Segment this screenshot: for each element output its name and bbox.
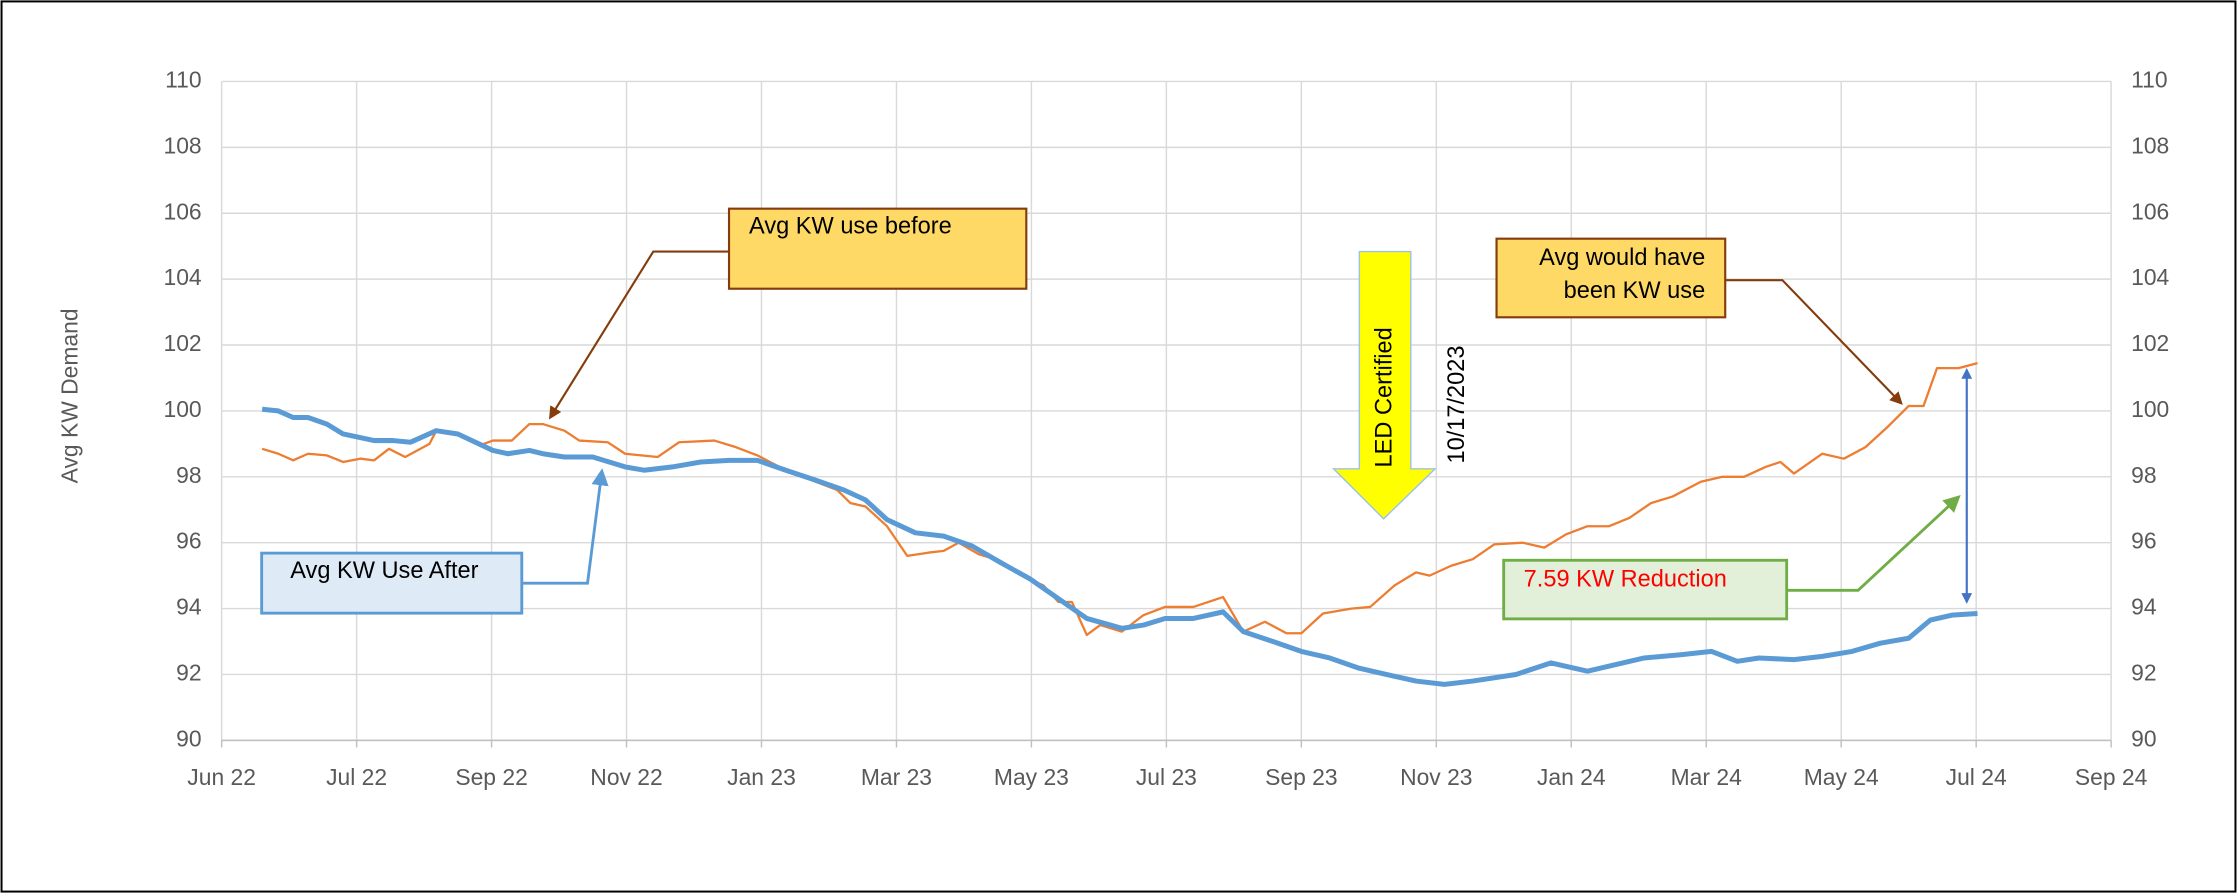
annotations: Avg KW use before Avg would have been KW… [260, 207, 1973, 621]
x-tick-label: Sep 22 [455, 764, 527, 790]
x-tick-label: Mar 23 [861, 764, 932, 790]
y2-tick-label: 104 [2131, 264, 2169, 290]
callout-line [1725, 279, 1903, 405]
y-tick-label: 104 [163, 264, 201, 290]
y-tick-label: 90 [176, 725, 201, 751]
y-tick-label: 102 [163, 330, 201, 356]
callout-text: been KW use [1564, 277, 1706, 303]
x-tick-label: Nov 22 [590, 764, 662, 790]
callout-box [260, 551, 524, 615]
y2-tick-label: 106 [2131, 198, 2169, 224]
y2-tick-label: 96 [2131, 528, 2156, 554]
callout-text: Avg would have [1539, 244, 1705, 270]
x-tick-label: Nov 23 [1400, 764, 1472, 790]
y2-tick-label: 108 [2131, 132, 2169, 158]
y2-tick-label: 92 [2131, 659, 2156, 685]
x-tick-label: Mar 24 [1671, 764, 1742, 790]
event-label: LED Certified [1370, 327, 1396, 467]
series-line [261, 362, 1978, 637]
y2-tick-label: 110 [2131, 66, 2167, 92]
y-tick-label: 110 [165, 66, 201, 92]
event-arrow [1331, 250, 1437, 520]
x-tick-label: May 23 [994, 764, 1069, 790]
y-tick-label: 100 [163, 396, 201, 422]
x-tick-label: Jul 22 [326, 764, 387, 790]
y-tick-label: 94 [176, 594, 202, 620]
event-date: 10/17/2023 [1443, 345, 1469, 463]
series-line [261, 406, 1978, 687]
y2-tick-label: 90 [2131, 725, 2156, 751]
x-tick-label: Jan 23 [727, 764, 796, 790]
callout-box [727, 207, 1028, 290]
y-axis-label: Avg KW Demand [57, 308, 83, 483]
y-tick-label: 108 [163, 132, 201, 158]
x-tick-label: May 24 [1804, 764, 1879, 790]
y2-tick-label: 102 [2131, 330, 2169, 356]
y-tick-label: 96 [176, 528, 201, 554]
y-tick-label: 106 [163, 198, 201, 224]
callout-box [1502, 558, 1789, 621]
callout-text: Avg KW Use After [290, 557, 478, 583]
y-tick-label: 92 [176, 659, 201, 685]
y2-tick-label: 94 [2131, 594, 2157, 620]
callout-box [1495, 237, 1727, 319]
callout-text: 7.59 KW Reduction [1524, 566, 1727, 592]
callout-line [549, 250, 730, 420]
callout-text: Avg KW use before [749, 212, 952, 238]
x-tick-label: Jul 24 [1946, 764, 2007, 790]
x-tick-label: Sep 24 [2075, 764, 2148, 790]
y2-tick-label: 98 [2131, 462, 2156, 488]
callout-line [1786, 495, 1961, 592]
x-tick-label: Sep 23 [1265, 764, 1337, 790]
plot-area: 90 92 94 96 98 100 102 104 106 108 110 90 92 94 96 98 10… [163, 66, 2169, 789]
y-tick-label: 98 [176, 462, 201, 488]
x-tick-label: Jun 22 [187, 764, 256, 790]
x-tick-label: Jan 24 [1537, 764, 1606, 790]
callout-line [521, 468, 609, 585]
x-tick-label: Jul 23 [1136, 764, 1197, 790]
y2-tick-label: 100 [2131, 396, 2169, 422]
